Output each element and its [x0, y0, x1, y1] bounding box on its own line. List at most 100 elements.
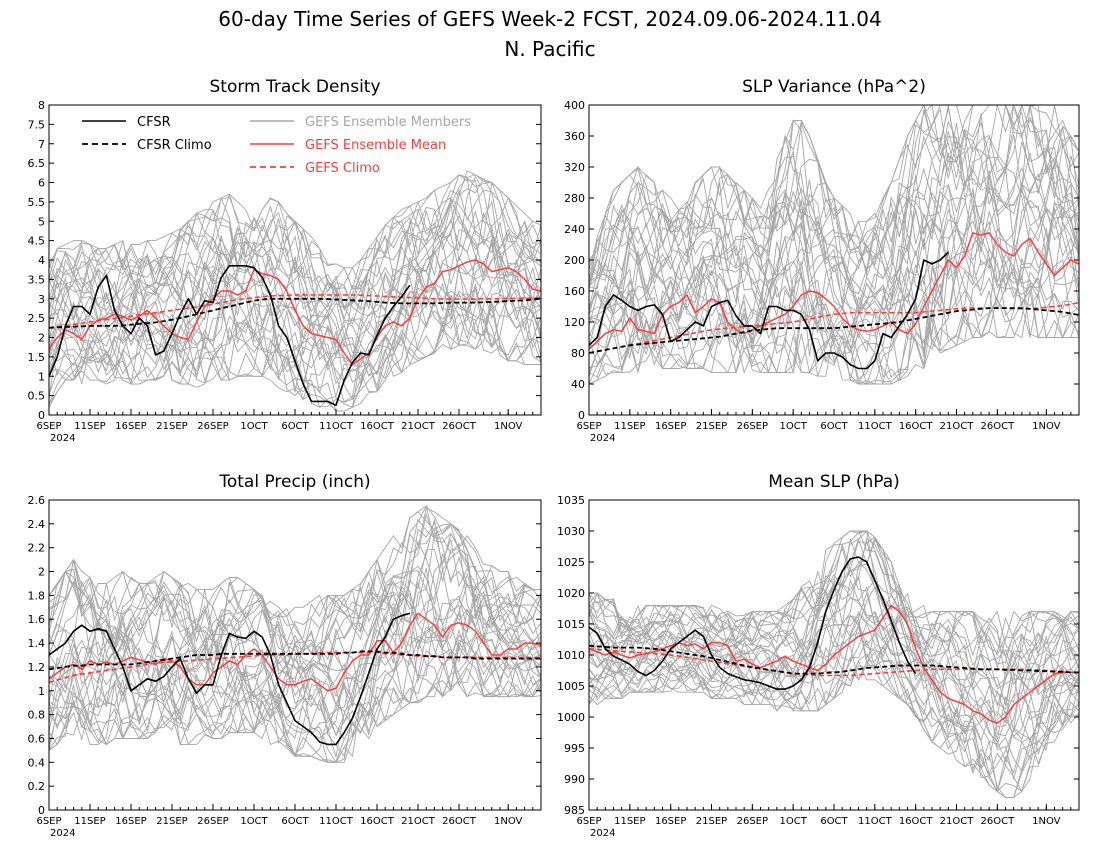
- y-tick-label: 2.6: [28, 494, 46, 507]
- gefs-ensemble-mean-line: [49, 612, 541, 692]
- x-tick-label: 21OCT: [401, 421, 436, 432]
- x-tick-label: 1OCT: [780, 421, 808, 432]
- ensemble-member-line: [49, 174, 541, 275]
- y-tick-label: 1.6: [28, 613, 46, 626]
- panel-mean-slp: Mean SLP (hPa) 985 990 995 1000 1005 1010 1015 1…: [557, 472, 1080, 839]
- y-tick-label: 120: [564, 316, 585, 329]
- ensemble-member-line: [589, 105, 1079, 301]
- plot-area: [589, 530, 1079, 799]
- x-tick-label: 26SEP: [737, 421, 768, 432]
- ensemble-member-line: [589, 105, 1079, 264]
- y-tick-label: 1000: [557, 711, 585, 724]
- x-tick-label: 21SEP: [156, 816, 187, 827]
- gefs-ensemble-mean-line: [49, 259, 541, 366]
- ensemble-member-line: [589, 621, 1079, 781]
- x-tick-label: 11SEP: [614, 816, 645, 827]
- panel-title: Mean SLP (hPa): [768, 472, 900, 492]
- y-tick-label: 200: [564, 254, 585, 267]
- x-tick-label: 11SEP: [74, 421, 105, 432]
- y-tick-label: 1: [38, 370, 45, 383]
- x-tick-label: 26OCT: [442, 421, 477, 432]
- x-tick-label: 21OCT: [940, 816, 975, 827]
- ensemble-member-line: [589, 638, 1079, 771]
- y-tick-label: 2: [38, 566, 45, 579]
- ensemble-member-line: [589, 245, 1079, 385]
- ensemble-member-line: [49, 623, 541, 755]
- x-tick-label: 1OCT: [240, 816, 268, 827]
- y-tick-label: 2.2: [28, 542, 46, 555]
- cfsr-climo-line: [589, 644, 1079, 675]
- x-tick-label: 16SEP: [655, 421, 686, 432]
- x-tick-label: 26OCT: [980, 816, 1015, 827]
- legend-cfsr-label: CFSR: [137, 115, 171, 130]
- y-tick-label: 0.8: [28, 709, 46, 722]
- y-tick-label: 1035: [557, 494, 585, 507]
- ensemble-member-line: [49, 211, 541, 363]
- y-tick-label: 5: [38, 215, 45, 228]
- ensemble-member-line: [589, 563, 1079, 737]
- y-tick-label: 7: [38, 138, 45, 151]
- ensemble-member-line: [49, 511, 541, 628]
- cfsr-line: [49, 612, 411, 746]
- y-tick-label: 7.5: [28, 118, 46, 131]
- y-tick-label: 995: [564, 742, 585, 755]
- ensemble-member-line: [49, 611, 541, 739]
- y-tick-label: 1015: [557, 618, 585, 631]
- y-tick-label: 0.5: [28, 390, 46, 403]
- y-tick-label: 160: [564, 285, 585, 298]
- ensemble-member-line: [49, 505, 541, 644]
- legend-ensemble-members-label: GEFS Ensemble Members: [305, 115, 471, 130]
- x-tick-label: 1NOV: [1032, 421, 1061, 432]
- y-tick-label: 0: [38, 804, 45, 817]
- y-tick-label: 360: [564, 130, 585, 143]
- panel-title: Storm Track Density: [209, 77, 380, 97]
- y-tick-label: 5.5: [28, 196, 46, 209]
- ensemble-member-line: [49, 523, 541, 654]
- legend: CFSR CFSR Climo GEFS Ensemble Members GE…: [82, 115, 471, 176]
- cfsr-line: [589, 556, 917, 690]
- x-tick-label: 11OCT: [319, 816, 354, 827]
- x-tick-label: 1OCT: [240, 421, 268, 432]
- y-tick-label: 320: [564, 161, 585, 174]
- x-tick-label: 21SEP: [156, 421, 187, 432]
- ensemble-member-line: [49, 512, 541, 667]
- ensemble-member-line: [49, 229, 541, 371]
- x-tick-label: 6OCT: [820, 421, 848, 432]
- x-tick-label: 6OCT: [281, 816, 309, 827]
- ensemble-member-line: [589, 105, 1079, 288]
- x-tick-label: 16SEP: [655, 816, 686, 827]
- cfsr-line: [589, 251, 949, 370]
- x-tick-label: 6OCT: [281, 421, 309, 432]
- y-tick-label: 990: [564, 773, 585, 786]
- panel-slp-variance: SLP Variance (hPa^2) 0 40 80 120 160 200 240 280…: [564, 77, 1080, 444]
- ensemble-member-line: [589, 614, 1079, 756]
- y-tick-label: 8: [38, 99, 45, 112]
- gefs-ensemble-mean-line: [589, 604, 1079, 724]
- ensemble-member-line: [589, 530, 1079, 687]
- ensemble-member-line: [589, 530, 1079, 654]
- ensemble-member-line: [589, 121, 1079, 305]
- ensemble-member-line: [49, 243, 541, 403]
- ensemble-member-line: [49, 519, 541, 689]
- x-tick-label: 26SEP: [197, 816, 228, 827]
- gefs-ensemble-mean-line: [589, 232, 1079, 350]
- cfsr-climo-line: [49, 297, 541, 329]
- x-tick-label: 11OCT: [858, 421, 893, 432]
- y-tick-label: 80: [571, 347, 585, 360]
- panel-storm-track-density: Storm Track Density 0 0.5 1 1.5 2 2.5 3 3.5 4 4.5 5…: [28, 77, 542, 444]
- y-tick-label: 2: [38, 332, 45, 345]
- panel-total-precip: Total Precip (inch) 0 0.2 0.4 0.6 0.8 1 1.2 1.4 1…: [28, 472, 542, 839]
- x-tick-label: 11OCT: [858, 816, 893, 827]
- ensemble-member-line: [49, 290, 541, 400]
- plot-area: [49, 504, 541, 763]
- x-year-label: 2024: [50, 828, 75, 839]
- gefs-climo-line: [49, 294, 541, 329]
- ensemble-member-line: [589, 536, 1079, 672]
- y-tick-label: 0.4: [28, 756, 46, 769]
- ensemble-member-line: [589, 536, 1079, 683]
- ensemble-member-line: [49, 241, 541, 366]
- x-tick-label: 6SEP: [36, 816, 61, 827]
- ensemble-member-line: [589, 614, 1079, 744]
- x-tick-label: 21SEP: [696, 816, 727, 827]
